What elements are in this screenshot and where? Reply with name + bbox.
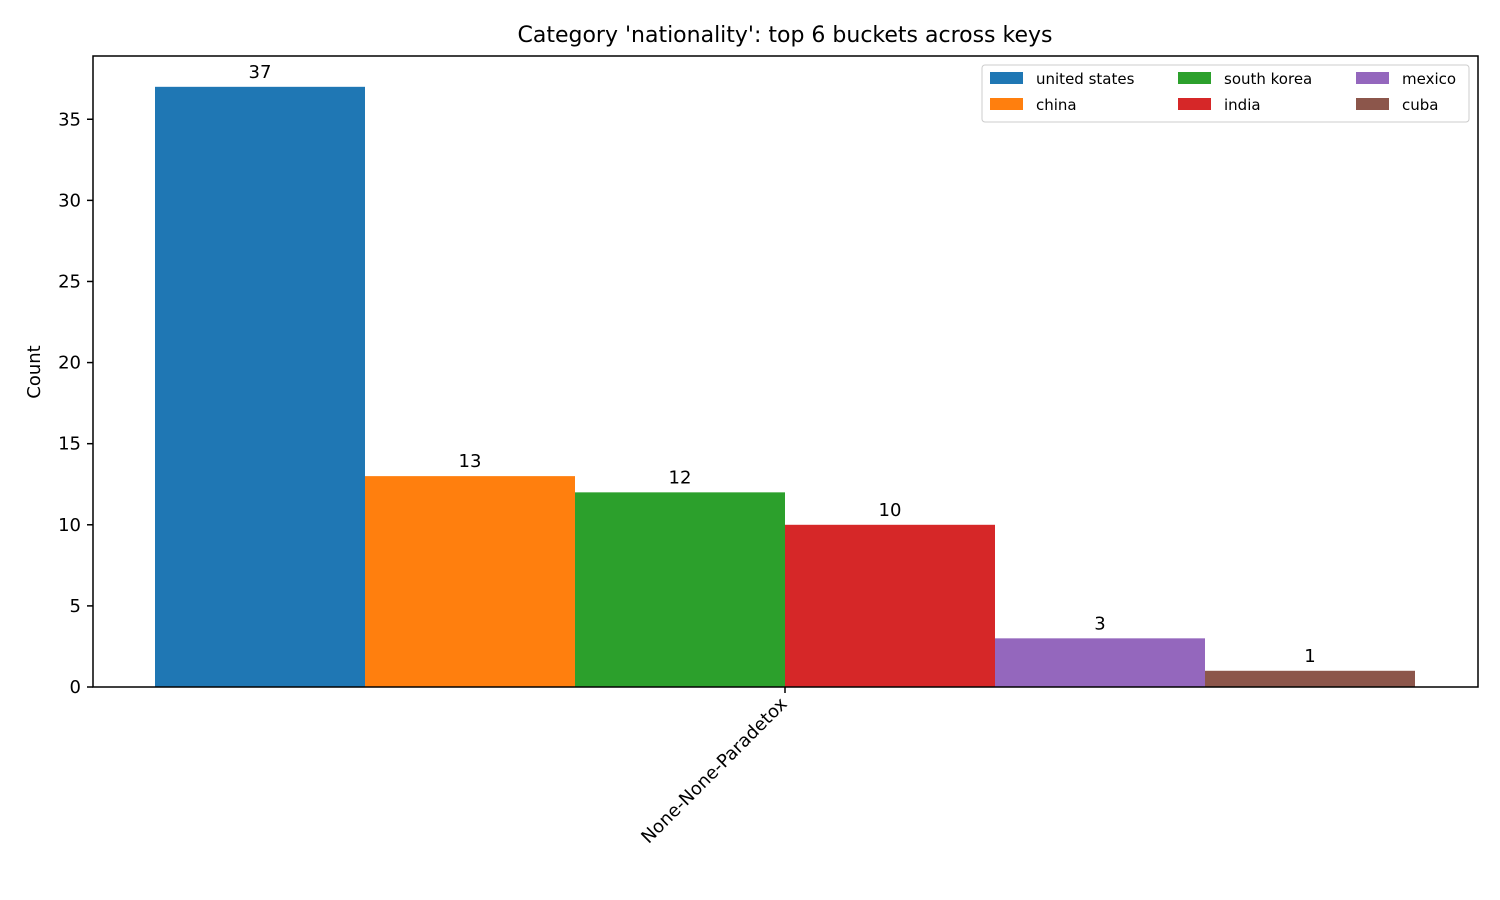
legend-swatch-south-korea [1178, 72, 1211, 84]
bar-china [365, 476, 575, 687]
data-label-china: 13 [459, 451, 482, 472]
y-tick-label: 0 [70, 677, 81, 698]
data-label-india: 10 [879, 500, 902, 521]
legend-label-south-korea: south korea [1224, 70, 1312, 88]
bars-group: 37 13 12 10 3 1 [155, 62, 1415, 687]
y-tick-label: 10 [58, 515, 81, 536]
data-label-cuba: 1 [1304, 646, 1315, 667]
x-tick-label: None-None-Paradetox [637, 693, 791, 847]
plot-frame [92, 55, 1479, 688]
x-axis: None-None-Paradetox [637, 687, 792, 848]
y-tick-label: 20 [58, 353, 81, 374]
legend-box [981, 64, 1470, 123]
legend-label-cuba: cuba [1402, 96, 1438, 114]
bar-south-korea [575, 492, 785, 687]
y-axis-label: Count [24, 345, 45, 398]
data-label-south-korea: 12 [669, 467, 692, 488]
legend-swatch-cuba [1356, 98, 1389, 110]
legend-label-india: india [1224, 96, 1261, 114]
y-tick-label: 15 [58, 434, 81, 455]
bar-india [785, 524, 995, 687]
bar-united-states [155, 86, 365, 687]
legend-swatch-china [990, 98, 1023, 110]
y-axis: 0 5 10 15 20 25 30 35 [58, 109, 93, 698]
legend-swatch-mexico [1356, 72, 1389, 84]
y-tick-label: 5 [70, 596, 81, 617]
legend-swatch-india [1178, 98, 1211, 110]
bar-mexico [995, 638, 1205, 687]
chart-title: Category 'nationality': top 6 buckets ac… [517, 23, 1052, 48]
legend-swatch-united-states [990, 72, 1023, 84]
legend-label-united-states: united states [1036, 70, 1135, 88]
y-tick-label: 25 [58, 271, 81, 292]
data-label-mexico: 3 [1094, 613, 1105, 634]
y-tick-label: 30 [58, 190, 81, 211]
y-tick-label: 35 [58, 109, 81, 130]
legend: united states china south korea india mexico… [981, 64, 1470, 123]
bar-cuba [1205, 670, 1415, 687]
legend-label-china: china [1036, 96, 1077, 114]
data-label-united-states: 37 [249, 62, 272, 83]
legend-label-mexico: mexico [1402, 70, 1456, 88]
